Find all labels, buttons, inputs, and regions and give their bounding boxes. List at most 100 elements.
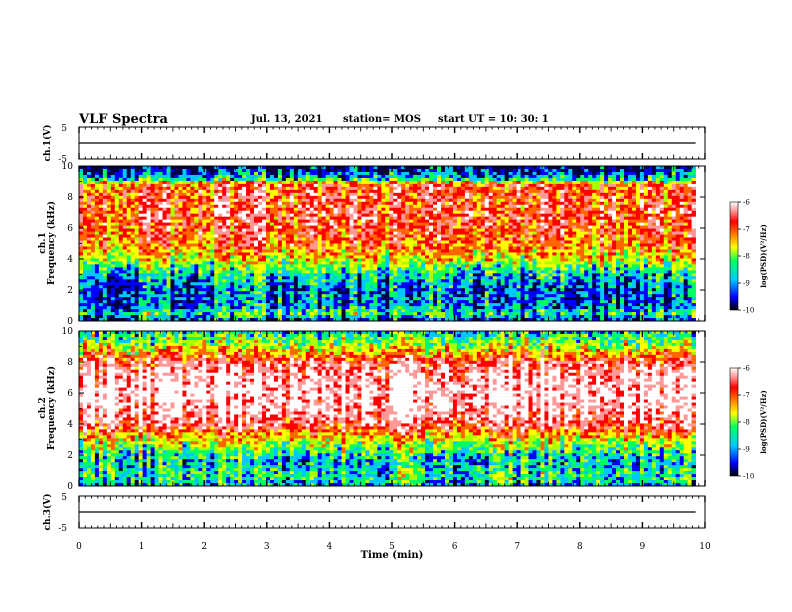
spectrogram-cell (155, 241, 159, 244)
spectrogram-cell (182, 214, 186, 217)
spectrogram-cell (159, 196, 163, 199)
spectrogram-cell (182, 190, 186, 193)
spectrogram-cell (222, 279, 226, 282)
spectrogram-cell (242, 294, 246, 297)
spectrogram-cell (361, 315, 365, 318)
spectrogram-cell (417, 205, 421, 208)
spectrogram-cell (107, 241, 111, 244)
spectrogram-cell (429, 184, 433, 187)
spectrogram-cell (298, 184, 302, 187)
spectrogram-cell (234, 264, 238, 267)
spectrogram-cell (202, 279, 206, 282)
spectrogram-cell (306, 273, 310, 276)
spectrogram-cell (425, 235, 429, 238)
spectrogram-cell (91, 264, 95, 267)
spectrogram-cell (294, 294, 298, 297)
spectrogram-cell (409, 264, 413, 267)
spectrogram-cell (433, 187, 437, 190)
spectrogram-cell (330, 235, 334, 238)
spectrogram-cell (119, 246, 123, 249)
spectrogram-cell (417, 199, 421, 202)
spectrogram-cell (397, 264, 401, 267)
spectrogram-cell (95, 208, 99, 211)
spectrogram-cell (230, 315, 234, 318)
spectrogram-cell (159, 199, 163, 202)
spectrogram-cell (346, 175, 350, 178)
spectrogram-cell (286, 181, 290, 184)
spectrogram-cell (254, 190, 258, 193)
spectrogram-cell (159, 241, 163, 244)
spectrogram-cell (286, 285, 290, 288)
spectrogram-cell (365, 178, 369, 181)
spectrogram-cell (79, 235, 83, 238)
spectrogram-cell (258, 285, 262, 288)
spectrogram-cell (405, 202, 409, 205)
spectrogram-cell (222, 226, 226, 229)
spectrogram-cell (111, 252, 115, 255)
spectrogram-cell (167, 232, 171, 235)
spectrogram-cell (127, 306, 131, 309)
spectrogram-cell (190, 196, 194, 199)
spectrogram-cell (234, 255, 238, 258)
spectrogram-cell (381, 205, 385, 208)
spectrogram-cell (385, 294, 389, 297)
spectrogram-cell (413, 261, 417, 264)
spectrogram-cell (274, 309, 278, 312)
spectrogram-cell (250, 273, 254, 276)
spectrogram-cell (318, 178, 322, 181)
spectrogram-cell (425, 270, 429, 273)
spectrogram-cell (302, 270, 306, 273)
spectrogram-cell (234, 294, 238, 297)
spectrogram-cell (385, 297, 389, 300)
spectrogram-cell (218, 187, 222, 190)
spectrogram-cell (143, 223, 147, 226)
spectrogram-cell (429, 178, 433, 181)
spectrogram-cell (135, 217, 139, 220)
spectrogram-cell (282, 315, 286, 318)
spectrogram-cell (393, 184, 397, 187)
spectrogram-cell (381, 252, 385, 255)
spectrogram-cell (178, 261, 182, 264)
spectrogram-cell (357, 294, 361, 297)
spectrogram-cell (131, 190, 135, 193)
spectrogram-cell (226, 261, 230, 264)
spectrogram-cell (409, 306, 413, 309)
spectrogram-cell (441, 211, 445, 214)
spectrogram-cell (202, 196, 206, 199)
spectrogram-cell (111, 238, 115, 241)
spectrogram-cell (286, 267, 290, 270)
spectrogram-cell (357, 244, 361, 247)
spectrogram-cell (246, 187, 250, 190)
spectrogram-cell (254, 294, 258, 297)
spectrogram-cell (314, 267, 318, 270)
spectrogram-cell (346, 187, 350, 190)
spectrogram-cell (334, 229, 338, 232)
spectrogram-cell (334, 202, 338, 205)
spectrogram-cell (353, 315, 357, 318)
spectrogram-cell (282, 297, 286, 300)
spectrogram-cell (246, 279, 250, 282)
spectrogram-cell (95, 190, 99, 193)
spectrogram-cell (171, 291, 175, 294)
spectrogram-cell (397, 232, 401, 235)
spectrogram-cell (365, 241, 369, 244)
spectrogram-cell (278, 202, 282, 205)
spectrogram-cell (433, 196, 437, 199)
spectrogram-cell (91, 187, 95, 190)
spectrogram-cell (389, 193, 393, 196)
spectrogram-cell (174, 172, 178, 175)
spectrogram-cell (250, 211, 254, 214)
spectrogram-cell (282, 184, 286, 187)
spectrogram-cell (119, 220, 123, 223)
spectrogram-cell (373, 249, 377, 252)
spectrogram-cell (357, 202, 361, 205)
spectrogram-cell (326, 193, 330, 196)
spectrogram-cell (131, 261, 135, 264)
spectrogram-cell (437, 223, 441, 226)
spectrogram-cell (421, 246, 425, 249)
spectrogram-cell (274, 291, 278, 294)
spectrogram-cell (417, 297, 421, 300)
spectrogram-cell (107, 199, 111, 202)
spectrogram-cell (274, 297, 278, 300)
spectrogram-cell (139, 294, 143, 297)
